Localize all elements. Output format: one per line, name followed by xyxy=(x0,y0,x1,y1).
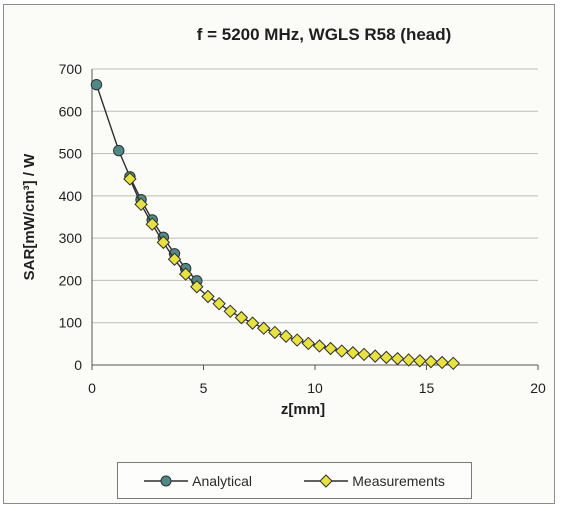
legend-label-analytical: Analytical xyxy=(192,472,253,489)
data-point-measurements xyxy=(245,316,260,330)
legend-item-measurements: Measurements xyxy=(304,473,445,489)
y-tick-label: 700 xyxy=(59,61,83,77)
legend-swatch-measurements xyxy=(304,473,349,488)
y-tick-label: 500 xyxy=(59,146,83,162)
data-point-measurements xyxy=(435,355,449,370)
x-tick-label: 5 xyxy=(200,380,208,396)
data-point-measurements xyxy=(413,354,427,368)
data-point-measurements xyxy=(134,197,148,212)
data-point-analytical xyxy=(113,144,125,157)
y-tick-label: 600 xyxy=(59,103,83,119)
data-point-measurements xyxy=(368,349,382,363)
data-point-measurements xyxy=(257,321,271,335)
plot-area: 0 100 200 300 400 500 600 700 0 5 10 15 20 z[mm] SAR[m… xyxy=(21,61,546,418)
data-point-measurements xyxy=(268,325,282,340)
data-point-measurements xyxy=(190,280,204,294)
data-point-measurements xyxy=(301,336,316,351)
data-point-measurements xyxy=(234,310,249,325)
legend-label-measurements: Measurements xyxy=(352,472,445,489)
x-tick-label: 10 xyxy=(307,380,323,396)
x-axis-label: z[mm] xyxy=(281,401,325,418)
chart-title: f = 5200 MHz, WGLS R58 (head) xyxy=(196,25,452,44)
legend-swatch-analytical xyxy=(144,475,189,486)
data-point-measurements xyxy=(290,333,304,347)
data-point-measurements xyxy=(178,267,193,281)
y-tick-label: 100 xyxy=(59,315,83,331)
data-point-measurements xyxy=(357,347,371,362)
data-point-measurements xyxy=(401,353,416,367)
data-point-measurements xyxy=(323,341,338,356)
data-point-measurements xyxy=(167,252,182,266)
data-point-measurements xyxy=(446,356,460,371)
y-axis-label: SAR[mW/cm³] / W xyxy=(21,153,38,281)
data-point-measurements xyxy=(201,289,215,304)
data-point-measurements xyxy=(123,172,137,186)
y-tick-label: 200 xyxy=(59,272,83,288)
data-point-measurements xyxy=(424,354,438,369)
data-point-measurements xyxy=(212,296,226,311)
legend-item-analytical: Analytical xyxy=(144,473,252,489)
data-point-measurements xyxy=(312,339,327,353)
data-point-measurements xyxy=(335,344,349,358)
x-tick-label: 0 xyxy=(88,380,96,396)
data-point-measurements xyxy=(223,304,237,319)
data-point-measurements xyxy=(346,346,360,360)
x-tick-label: 20 xyxy=(530,380,546,396)
data-point-measurements xyxy=(145,217,159,231)
data-point-measurements xyxy=(279,329,293,343)
data-point-measurements xyxy=(379,350,394,365)
data-point-analytical xyxy=(90,78,103,91)
x-tick-label: 15 xyxy=(419,380,435,396)
data-point-measurements xyxy=(156,235,171,250)
legend: Analytical Measurements xyxy=(117,462,472,499)
y-tick-label: 0 xyxy=(74,357,82,373)
chart-frame: f = 5200 MHz, WGLS R58 (head) 0 100 200 300… xyxy=(3,4,555,504)
y-tick-label: 400 xyxy=(59,188,83,204)
data-point-measurements xyxy=(390,351,405,366)
y-tick-label: 300 xyxy=(59,230,83,246)
series-line-analytical xyxy=(95,84,198,282)
